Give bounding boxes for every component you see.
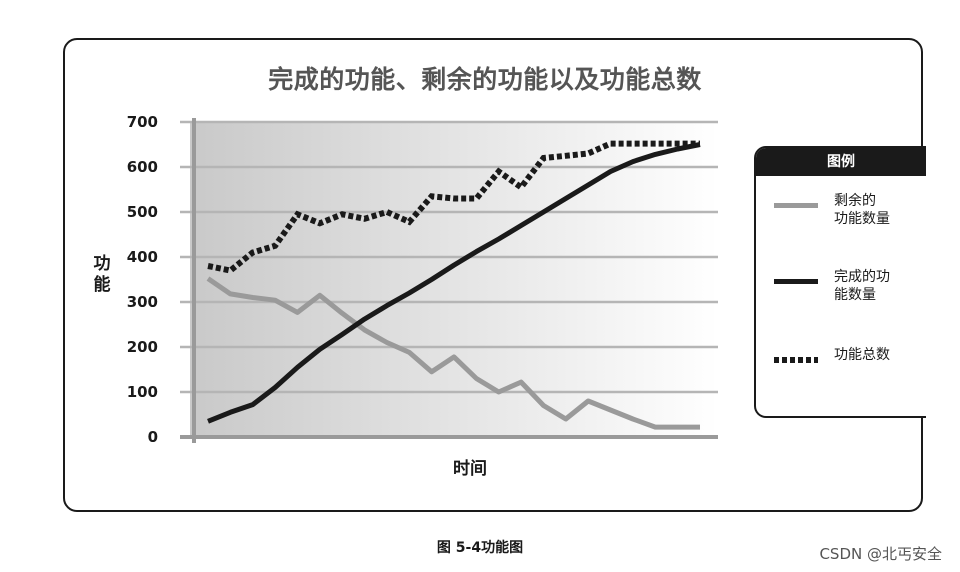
figure-caption: 图 5-4功能图	[436, 540, 524, 556]
legend-item-completed: 完成的功 能数量	[774, 268, 914, 304]
y-tick-label: 200	[127, 338, 158, 356]
legend-item-total: 功能总数	[774, 346, 914, 364]
x-axis-label: 时间	[453, 459, 487, 479]
y-tick-label: 700	[127, 113, 158, 131]
y-tick-label: 600	[127, 158, 158, 176]
legend-swatch-total	[774, 357, 818, 363]
y-tick-label: 400	[127, 248, 158, 266]
legend-title: 图例	[756, 148, 926, 176]
y-tick-label: 0	[148, 428, 158, 446]
y-tick-label: 500	[127, 203, 158, 221]
legend-label-total: 功能总数	[834, 347, 890, 363]
series-line-2	[207, 142, 701, 424]
y-axis-label: 功能	[93, 254, 111, 295]
legend-swatch-completed	[774, 279, 818, 284]
legend: 图例 剩余的 功能数量 完成的功 能数量 功能总数	[754, 146, 926, 418]
y-tick-label: 100	[127, 383, 158, 401]
chart-title: 完成的功能、剩余的功能以及功能总数	[268, 65, 702, 94]
y-tick-label: 300	[127, 293, 158, 311]
legend-item-remaining: 剩余的 功能数量	[774, 192, 914, 228]
legend-label-remaining: 剩余的 功能数量	[834, 193, 890, 227]
watermark: CSDN @北丐安全	[819, 545, 942, 563]
legend-swatch-remaining	[774, 203, 818, 208]
series-line-3	[207, 140, 700, 274]
series-line-1	[206, 276, 700, 430]
legend-label-completed: 完成的功 能数量	[834, 269, 890, 303]
